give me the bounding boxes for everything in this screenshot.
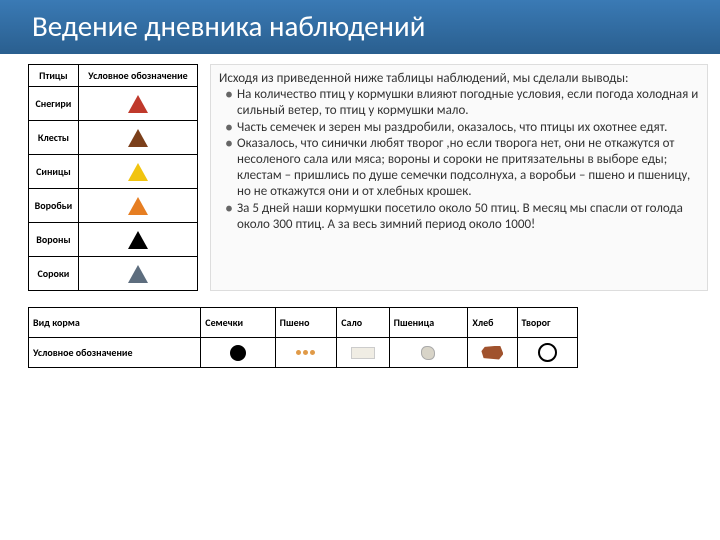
bird-name: Воробьи: [29, 189, 79, 223]
table-row: Клесты: [29, 121, 198, 155]
lard-icon: [341, 341, 384, 364]
table-row: Снегири: [29, 87, 198, 121]
wheat-icon: [394, 341, 464, 364]
triangle-icon: [128, 163, 148, 181]
birds-table: Птицы Условное обозначение СнегириКлесты…: [28, 64, 198, 291]
bullet-list: На количество птиц у кормушки влияют пог…: [219, 87, 699, 233]
bird-symbol: [78, 223, 197, 257]
bird-symbol: [78, 155, 197, 189]
page-title: Ведение дневника наблюдений: [0, 0, 720, 54]
observations-text: Исходя из приведенной ниже таблицы наблю…: [210, 64, 708, 291]
food-table: Вид корма СемечкиПшеноСалоПшеницаХлебТво…: [28, 307, 578, 368]
food-symbol: [337, 338, 389, 368]
bird-symbol: [78, 189, 197, 223]
triangle-icon: [128, 129, 148, 147]
list-item: Часть семечек и зерен мы раздробили, ока…: [229, 120, 699, 136]
table-row: Сороки: [29, 257, 198, 291]
birds-header-symbol: Условное обозначение: [78, 65, 197, 87]
triangle-icon: [128, 95, 148, 113]
table-row: Воробьи: [29, 189, 198, 223]
table-row: Синицы: [29, 155, 198, 189]
bird-symbol: [78, 121, 197, 155]
bird-name: Вороны: [29, 223, 79, 257]
list-item: За 5 дней наши кормушки посетило около 5…: [229, 201, 699, 233]
food-row-label: Вид корма: [29, 308, 201, 338]
food-symbol: [201, 338, 275, 368]
list-item: На количество птиц у кормушки влияют пог…: [229, 87, 699, 119]
table-row: Вороны: [29, 223, 198, 257]
birds-header-name: Птицы: [29, 65, 79, 87]
triangle-icon: [128, 231, 148, 249]
food-name: Семечки: [201, 308, 275, 338]
triangle-icon: [128, 197, 148, 215]
food-name: Пшено: [275, 308, 337, 338]
food-symbol: [389, 338, 468, 368]
bird-name: Снегири: [29, 87, 79, 121]
ring-icon: [522, 341, 573, 364]
food-name: Хлеб: [468, 308, 517, 338]
food-name: Пшеница: [389, 308, 468, 338]
food-symbol: [468, 338, 517, 368]
bird-name: Сороки: [29, 257, 79, 291]
millet-icon: [280, 341, 333, 364]
bird-symbol: [78, 87, 197, 121]
triangle-icon: [128, 265, 148, 283]
bread-icon: [472, 341, 512, 364]
intro-text: Исходя из приведенной ниже таблицы наблю…: [219, 71, 699, 87]
bird-symbol: [78, 257, 197, 291]
food-name: Сало: [337, 308, 389, 338]
list-item: Оказалось, что синички любят творог ,но …: [229, 136, 699, 199]
food-symbol-label: Условное обозначение: [29, 338, 201, 368]
food-symbol: [275, 338, 337, 368]
food-symbol: [517, 338, 577, 368]
circle-black-icon: [205, 341, 270, 364]
bird-name: Синицы: [29, 155, 79, 189]
bird-name: Клесты: [29, 121, 79, 155]
main-content: Птицы Условное обозначение СнегириКлесты…: [0, 54, 720, 301]
food-name: Творог: [517, 308, 577, 338]
